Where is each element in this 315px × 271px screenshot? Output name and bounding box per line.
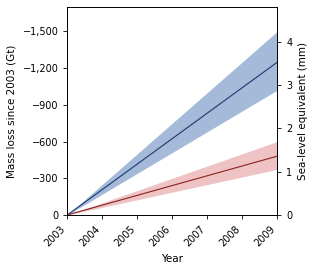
Y-axis label: Mass loss since 2003 (Gt): Mass loss since 2003 (Gt) <box>7 44 17 178</box>
X-axis label: Year: Year <box>161 254 183 264</box>
Y-axis label: Sea-level equivalent (mm): Sea-level equivalent (mm) <box>298 42 308 180</box>
